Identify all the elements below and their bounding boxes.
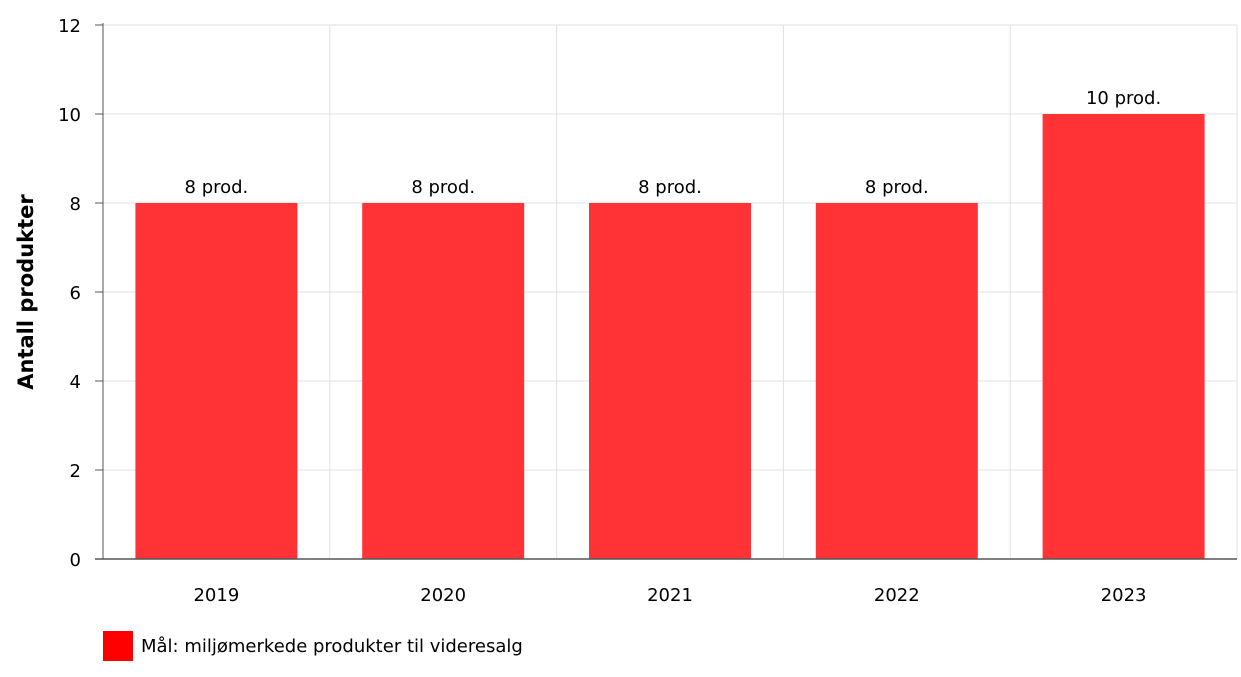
bars xyxy=(135,114,1205,559)
y-tick-label: 8 xyxy=(70,194,81,215)
legend: Mål: miljømerkede produkter til videresa… xyxy=(103,631,523,661)
data-label: 8 prod. xyxy=(865,177,929,198)
y-tick-label: 2 xyxy=(70,461,81,482)
x-tick-label: 2021 xyxy=(647,585,693,606)
labels: 0 2 4 6 8 10 12 8 prod. 2019 8 prod. 2020 8 prod. 20… xyxy=(58,16,1161,606)
bar-2022 xyxy=(815,203,978,559)
legend-swatch xyxy=(103,631,133,661)
bar-2023 xyxy=(1042,114,1205,559)
axes xyxy=(95,23,1237,560)
bar-2021 xyxy=(589,203,751,559)
bar-2019 xyxy=(135,203,298,559)
y-tick-label: 12 xyxy=(58,16,81,37)
x-tick-label: 2019 xyxy=(193,585,239,606)
data-label: 8 prod. xyxy=(411,177,475,198)
data-label: 10 prod. xyxy=(1086,88,1161,109)
legend-label: Mål: miljømerkede produkter til videresa… xyxy=(141,635,523,657)
y-tick-label: 0 xyxy=(70,550,81,571)
x-tick-label: 2023 xyxy=(1101,585,1147,606)
data-label: 8 prod. xyxy=(185,177,249,198)
y-axis-title: Antall produkter xyxy=(14,194,38,390)
x-tick-label: 2022 xyxy=(874,585,920,606)
y-tick-label: 10 xyxy=(58,105,81,126)
bar-2020 xyxy=(362,203,525,559)
y-tick-label: 6 xyxy=(70,283,81,304)
y-tick-label: 4 xyxy=(70,372,81,393)
x-tick-label: 2020 xyxy=(420,585,466,606)
data-label: 8 prod. xyxy=(638,177,702,198)
